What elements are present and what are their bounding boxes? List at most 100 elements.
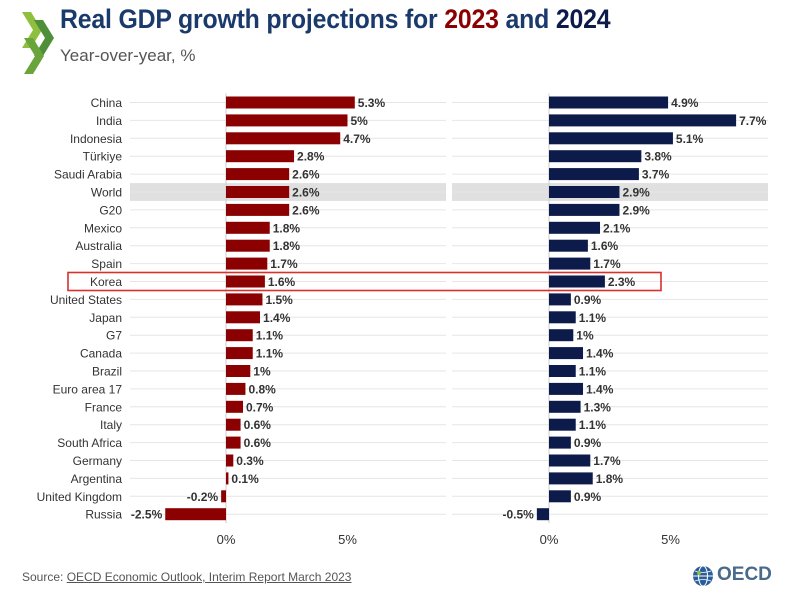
- bar-value-label: 0.8%: [248, 382, 276, 396]
- bar-value-label: 1.1%: [256, 347, 284, 361]
- bar-value-label: 5.1%: [676, 132, 704, 146]
- chart-subtitle: Year-over-year, %: [60, 46, 196, 65]
- title-and: and: [498, 4, 556, 34]
- bar-2024: [549, 221, 601, 234]
- bar-value-label: 1.6%: [268, 275, 296, 289]
- bar-value-label: 3.7%: [642, 168, 670, 182]
- category-label: India: [96, 114, 122, 128]
- bar-2023: [226, 150, 295, 163]
- category-label: Euro area 17: [53, 382, 123, 396]
- bar-2024: [549, 203, 620, 216]
- bar-2023: [226, 365, 251, 377]
- bar-value-label: 1.1%: [579, 418, 607, 432]
- bar-value-label: 2.8%: [297, 150, 325, 164]
- bar-2024: [549, 275, 605, 288]
- bar-value-label: 1.5%: [265, 293, 293, 307]
- oecd-globe-icon: [693, 565, 713, 587]
- bar-value-label: 0.3%: [236, 454, 264, 468]
- bar-value-label: 1%: [253, 365, 271, 379]
- bar-value-label: 0.9%: [574, 436, 602, 450]
- bar-2023: [226, 454, 234, 467]
- bar-value-label: 1.4%: [263, 311, 291, 325]
- bar-2024: [549, 418, 576, 431]
- bar-value-label: 1.4%: [586, 382, 614, 396]
- bar-2023: [226, 257, 268, 270]
- bar-2024: [549, 382, 584, 395]
- bar-2024: [549, 472, 593, 485]
- bar-value-label: 4.9%: [671, 96, 699, 110]
- chart-title: Real GDP growth projections for 2023 and…: [60, 4, 611, 35]
- bar-value-label: 0.6%: [244, 418, 272, 432]
- bar-value-label: 2.1%: [603, 221, 631, 235]
- bar-2023: [226, 382, 246, 395]
- bar-value-label: 2.6%: [292, 186, 320, 200]
- bar-value-label: 1.1%: [579, 311, 607, 325]
- category-label: Canada: [80, 347, 122, 361]
- category-label: World: [91, 186, 122, 200]
- bar-value-label: 5.3%: [358, 96, 386, 110]
- bar-2023: [226, 221, 270, 234]
- category-label: Spain: [91, 257, 122, 271]
- bar-value-label: 0.9%: [574, 490, 602, 504]
- bar-value-label: 1.8%: [596, 472, 624, 486]
- category-label: United Kingdom: [37, 490, 122, 504]
- bar-2024: [549, 436, 571, 449]
- bar-2024: [549, 132, 673, 145]
- bar-2023: [226, 329, 253, 342]
- bar-2024: [549, 365, 576, 377]
- category-label: Indonesia: [70, 132, 122, 146]
- bar-value-label: 1.8%: [273, 239, 301, 253]
- bar-value-label: -2.5%: [131, 508, 163, 522]
- bar-2023: [226, 132, 341, 145]
- bar-value-label: 1.6%: [591, 239, 619, 253]
- bar-value-label: 4.7%: [343, 132, 371, 146]
- bar-value-label: 2.9%: [622, 203, 650, 217]
- category-label: Russia: [85, 508, 122, 522]
- bar-2023: [226, 436, 241, 449]
- bar-value-label: 5%: [351, 114, 369, 128]
- bar-value-label: 1.7%: [593, 257, 621, 271]
- title-prefix: Real GDP growth projections for: [60, 4, 445, 34]
- category-label: Mexico: [84, 221, 122, 235]
- category-label: Australia: [75, 239, 122, 253]
- korea-highlight-box: [67, 271, 662, 292]
- bar-value-label: 1.8%: [273, 221, 301, 235]
- bar-value-label: 0.6%: [244, 436, 272, 450]
- bar-2024: [549, 168, 639, 181]
- bar-value-label: -0.2%: [187, 490, 219, 504]
- category-label: G20: [99, 203, 122, 217]
- x-tick-label: 0%: [540, 532, 559, 547]
- title-year-2024: 2024: [555, 4, 611, 34]
- bar-2024: [549, 311, 576, 324]
- bar-value-label: 1.1%: [256, 329, 284, 343]
- title-year-2023: 2023: [444, 4, 499, 34]
- bar-2023: [226, 114, 348, 127]
- source-link[interactable]: OECD Economic Outlook, Interim Report Ma…: [66, 570, 352, 584]
- bar-2024: [549, 150, 642, 163]
- category-label: Saudi Arabia: [54, 168, 122, 182]
- bar-2024: [536, 508, 549, 521]
- bar-2023: [226, 186, 290, 198]
- bar-2023: [226, 400, 244, 413]
- bar-value-label: 2.9%: [622, 186, 650, 200]
- bar-2024: [549, 400, 581, 413]
- category-label: G7: [106, 329, 122, 343]
- category-label: Korea: [90, 275, 122, 289]
- category-label: Italy: [100, 418, 122, 432]
- bar-value-label: 1.4%: [586, 347, 614, 361]
- bar-value-label: 1.3%: [584, 400, 612, 414]
- source-note: Source: OECD Economic Outlook, Interim R…: [22, 570, 351, 584]
- bar-value-label: 2.6%: [292, 168, 320, 182]
- bar-2023: [226, 275, 265, 288]
- bar-2024: [549, 293, 571, 306]
- bar-value-label: -0.5%: [502, 508, 534, 522]
- bar-2023: [226, 293, 263, 306]
- bar-value-label: 0.7%: [246, 400, 274, 414]
- bar-value-label: 1.7%: [270, 257, 298, 271]
- bar-2024: [549, 329, 574, 342]
- bar-2024: [549, 454, 591, 467]
- bar-value-label: 0.1%: [231, 472, 259, 486]
- bar-2023: [226, 96, 355, 109]
- bar-2024: [549, 239, 588, 252]
